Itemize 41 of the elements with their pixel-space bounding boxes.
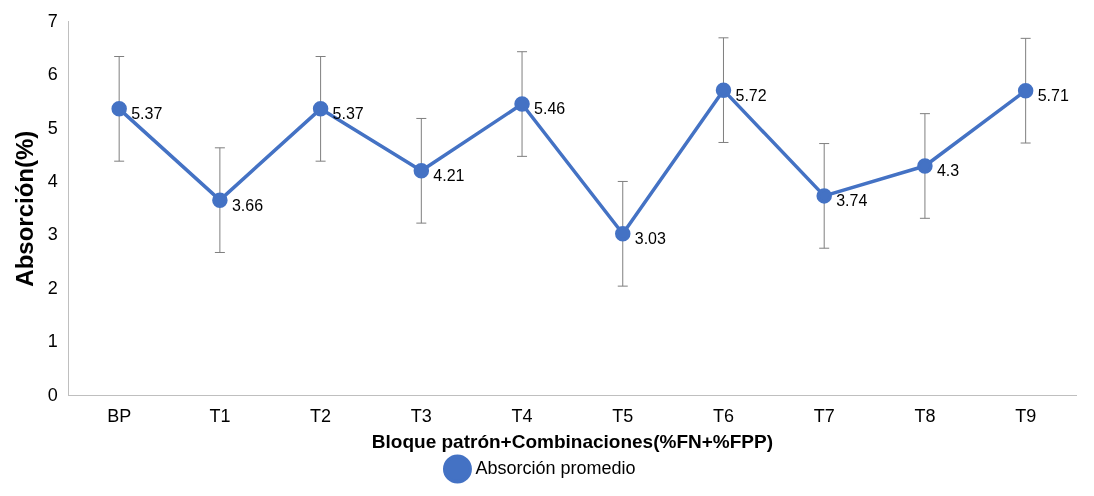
data-label: 5.72 xyxy=(735,86,767,104)
x-axis-title: Bloque patrón+Combinaciones(%FN+%FPP) xyxy=(371,430,773,452)
y-tick-label: 1 xyxy=(47,331,58,352)
point xyxy=(312,101,329,117)
y-tick-label: 3 xyxy=(47,224,58,245)
y-tick-label: 0 xyxy=(47,384,58,405)
point xyxy=(615,226,631,242)
x-tick-label: BP xyxy=(107,406,132,427)
point xyxy=(917,158,933,174)
y-tick-label: 4 xyxy=(47,170,58,191)
data-label: 3.74 xyxy=(836,192,868,210)
legend-label: Absorción promedio xyxy=(475,457,636,478)
y-tick-label: 5 xyxy=(47,117,58,138)
x-tick-label: T9 xyxy=(1015,406,1037,427)
x-tick-label: T3 xyxy=(410,406,432,427)
data-label: 5.71 xyxy=(1037,87,1069,105)
point xyxy=(1017,82,1034,99)
y-tick-label: 2 xyxy=(47,277,58,298)
x-tick-label: T1 xyxy=(209,406,231,427)
data-label: 5.37 xyxy=(332,105,364,123)
x-tick-label: T2 xyxy=(310,406,332,427)
y-tick-label: 7 xyxy=(47,10,58,31)
x-tick-label: T7 xyxy=(813,406,835,427)
x-tick-label: T6 xyxy=(712,406,734,427)
y-axis-title: Absorción(%) xyxy=(11,130,39,287)
x-tick-label: T4 xyxy=(511,406,533,427)
point xyxy=(212,192,228,208)
point xyxy=(816,188,832,204)
point xyxy=(111,101,127,117)
data-label: 3.66 xyxy=(231,196,264,214)
x-tick-label: T8 xyxy=(914,406,936,427)
data-label: 3.03 xyxy=(634,230,667,248)
x-tick-label: T5 xyxy=(612,406,634,427)
data-label: 4.21 xyxy=(433,167,465,185)
data-label: 5.46 xyxy=(534,100,566,118)
point xyxy=(514,96,530,112)
y-tick-label: 6 xyxy=(47,64,58,85)
point xyxy=(715,82,732,98)
data-label: 4.3 xyxy=(936,162,960,180)
point xyxy=(413,163,430,179)
data-label: 5.37 xyxy=(131,105,163,123)
